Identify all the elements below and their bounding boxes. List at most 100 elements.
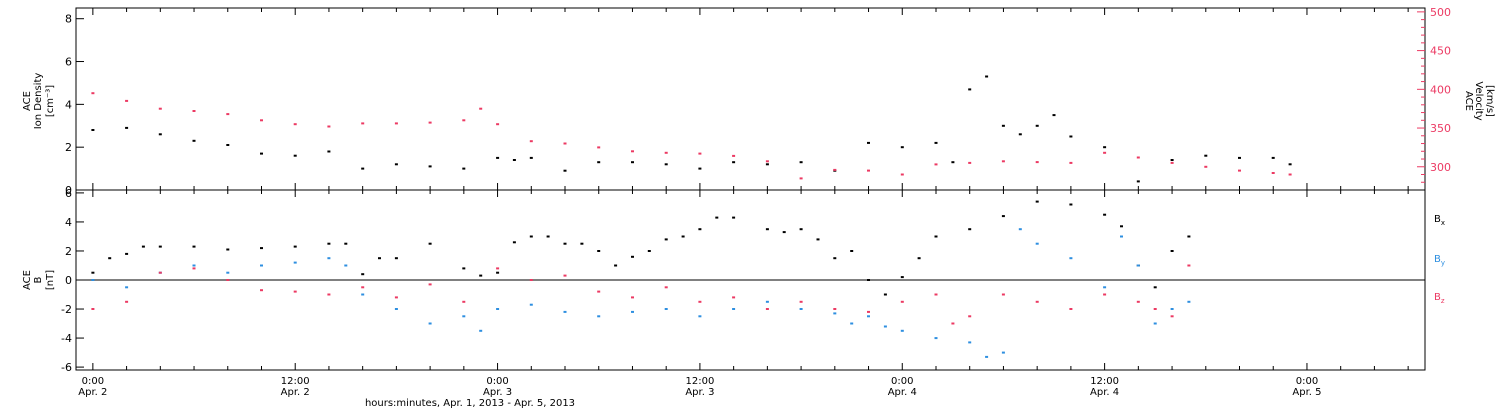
panel1-y2-ticklabel-450: 450: [1430, 45, 1451, 58]
panel2-s0-point-30: [715, 216, 719, 219]
panel2-y-ticklabel--4: -4: [61, 332, 72, 345]
panel2-s2-point-10: [428, 283, 432, 286]
panel1-velocity-s0-point-23: [833, 168, 837, 171]
panel2-s1-point-1: [125, 286, 129, 289]
panel2-s1-point-30: [968, 341, 972, 344]
date-tick-label-0: Apr. 2: [78, 387, 107, 398]
panel2-s0-point-52: [1187, 235, 1191, 238]
panel1-density-s0-point-28: [968, 88, 972, 91]
panel1-y-ticklabel-8: 8: [65, 13, 72, 26]
panel1-density-s0-point-1: [125, 126, 129, 129]
panel2-s2-point-17: [664, 286, 668, 289]
panel1-velocity-s0-point-24: [867, 169, 870, 172]
date-tick-label-5: Apr. 4: [1090, 387, 1119, 398]
panel2-s0-point-39: [883, 293, 887, 296]
panel2-s1-point-29: [934, 337, 938, 340]
panel2-s1-point-23: [799, 308, 803, 310]
panel2-s0-point-19: [529, 235, 533, 238]
panel2-s0-point-0: [91, 271, 95, 274]
panel2-s2-point-25: [934, 293, 938, 296]
panel1-density-s0-point-39: [1238, 156, 1241, 159]
panel1-density-s0-point-34: [1069, 135, 1073, 138]
panel2-s1-point-32: [1001, 351, 1005, 354]
panel2-s0-point-4: [158, 245, 162, 248]
panel2-s1-point-12: [462, 315, 466, 318]
date-tick-label-6: Apr. 5: [1292, 387, 1321, 398]
panel1-density-s0-point-2: [158, 133, 162, 136]
panel1-velocity-s0-point-13: [496, 123, 500, 126]
panel1-velocity-s0-point-27: [968, 161, 972, 164]
panel1-y2-ticklabel-400: 400: [1430, 83, 1451, 96]
panel1-y2label-unit: [km/s]: [1484, 85, 1495, 117]
panel1-velocity-s0-point-2: [158, 107, 162, 110]
panel1-density-s0-point-30: [1001, 124, 1005, 127]
panel1-ylabel-line1: ACE: [22, 91, 33, 111]
panel2-s1-point-13: [479, 329, 483, 332]
panel2-s2-point-0: [91, 308, 95, 310]
panel1-velocity-s0-point-11: [462, 119, 466, 122]
panel2-s1-point-36: [1103, 286, 1107, 289]
panel1-y-ticklabel-4: 4: [65, 98, 72, 111]
panel2-s2-point-14: [563, 274, 567, 277]
panel2-s2-point-32: [1136, 300, 1140, 303]
panel2-ylabel-line1: ACE: [22, 270, 33, 290]
panel2-s2-point-20: [765, 308, 769, 310]
panel2-s1-point-3: [192, 264, 196, 267]
panel2-s2-point-13: [529, 279, 533, 281]
panel2-s2-point-21: [799, 300, 803, 303]
panel2-s0-point-13: [394, 257, 398, 260]
panel2-s2-point-19: [732, 296, 736, 299]
legend-by-main: B: [1434, 254, 1441, 265]
panel1-velocity-s0-point-22: [799, 177, 803, 180]
panel1-density-s0-point-27: [951, 161, 955, 164]
panel2-s0-point-28: [681, 235, 685, 238]
panel1-density-s0-point-38: [1204, 154, 1208, 157]
legend-bz-main: B: [1434, 292, 1441, 303]
panel1-velocity-s0-point-35: [1238, 169, 1241, 172]
panel1-density-s0-point-14: [529, 156, 533, 159]
date-tick-label-2: Apr. 3: [483, 387, 512, 398]
panel1-velocity-s0-point-32: [1136, 156, 1140, 159]
panel1-density-s0-point-9: [394, 163, 398, 166]
panel1-velocity-s0-point-9: [394, 122, 398, 125]
panel2-s0-point-29: [698, 228, 702, 231]
panel2-s0-point-10: [344, 242, 348, 245]
time-tick-label-1: 12:00: [281, 376, 310, 387]
panel2-s0-point-11: [361, 273, 365, 276]
panel1-density-s0-point-32: [1035, 124, 1039, 127]
panel2-s0-point-21: [563, 242, 567, 245]
panel2-s0-point-33: [782, 231, 786, 234]
panel2-s1-point-5: [260, 264, 263, 267]
panel1-density-s0-point-33: [1052, 114, 1056, 117]
panel1-y2-ticklabel-500: 500: [1430, 6, 1451, 19]
panel1-velocity-s0-point-18: [664, 151, 668, 154]
panel1-density-s0-point-21: [765, 163, 769, 166]
panel1-density-s0-point-35: [1103, 146, 1107, 149]
panel1-ylabel-unit: [cm⁻³]: [45, 85, 56, 117]
panel1-density-s0-point-20: [732, 161, 736, 164]
panel2-s0-point-46: [1069, 203, 1073, 206]
panel1-density-s0-point-13: [512, 159, 516, 161]
legend-by-sub: y: [1441, 259, 1445, 267]
panel2-s0-point-42: [934, 235, 938, 238]
panel2-s2-point-35: [1187, 264, 1191, 267]
panel2-y-ticklabel--2: -2: [61, 303, 72, 316]
panel2-s0-point-7: [260, 247, 263, 250]
panel2-s1-point-11: [428, 322, 432, 325]
panel2-s0-point-9: [327, 242, 331, 245]
panel2-s2-point-2: [158, 271, 162, 274]
panel1-density-s0-point-31: [1018, 133, 1022, 136]
panel2-s1-point-10: [394, 308, 398, 310]
panel2-s2-point-7: [327, 293, 331, 296]
panel1-density-s0-point-11: [462, 167, 466, 170]
panel2-s0-point-15: [462, 267, 466, 270]
panel2-s0-point-37: [850, 250, 854, 252]
legend-by: By: [1434, 254, 1445, 267]
panel2-s1-point-26: [867, 315, 870, 318]
panel2-s0-point-36: [833, 257, 837, 260]
panel2-y-ticklabel--6: -6: [61, 361, 72, 374]
panel1-density-s0-point-15: [563, 169, 567, 172]
panel1-velocity-s0-point-37: [1288, 173, 1292, 176]
